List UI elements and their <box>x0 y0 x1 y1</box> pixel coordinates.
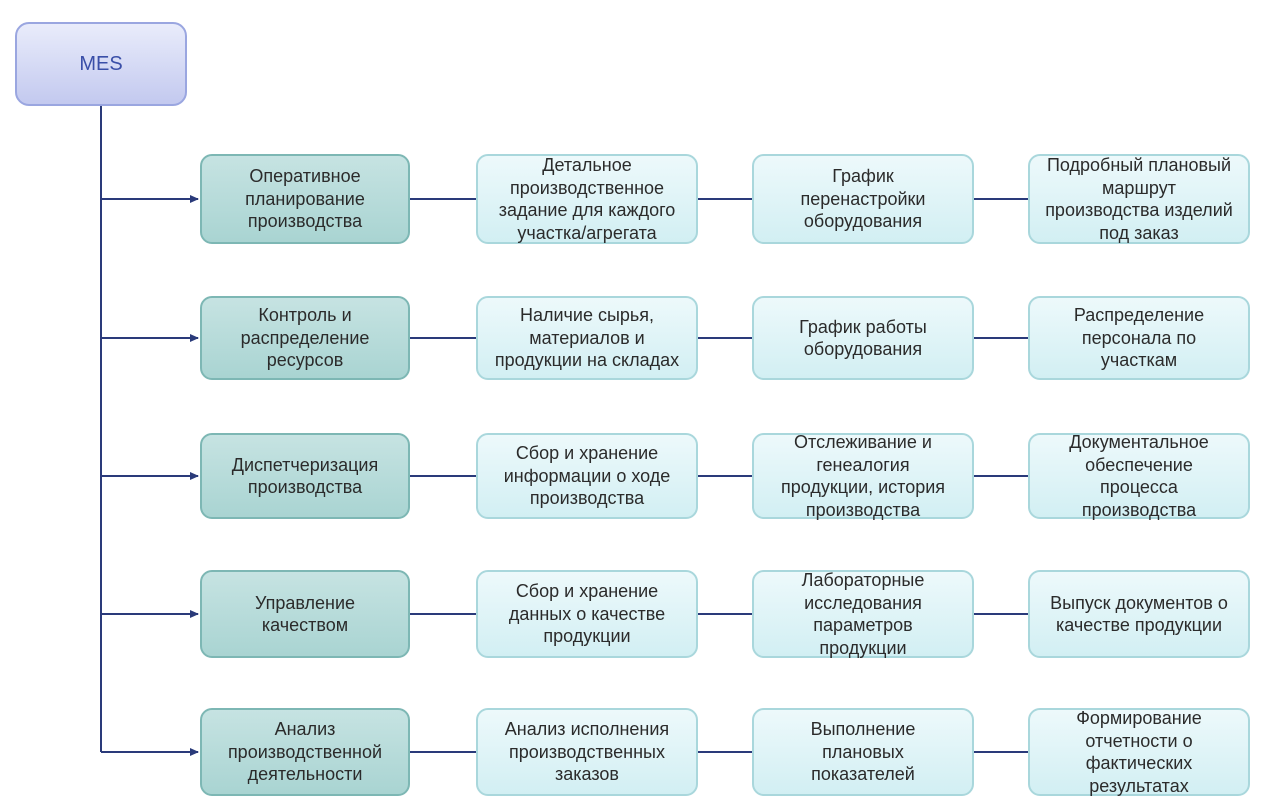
child-node: Выполнение плановых показателей <box>752 708 974 796</box>
connector-layer <box>0 0 1280 812</box>
child-node: График перенастройки оборудования <box>752 154 974 244</box>
child-node: Детальное производственное задание для к… <box>476 154 698 244</box>
root-node: MES <box>15 22 187 106</box>
child-node: Сбор и хранение данных о качестве продук… <box>476 570 698 658</box>
child-node: Формирование отчетности о фактических ре… <box>1028 708 1250 796</box>
child-node: Выпуск документов о качестве продукции <box>1028 570 1250 658</box>
child-node: График работы оборудования <box>752 296 974 380</box>
category-node: Оперативное планирование производства <box>200 154 410 244</box>
child-node: Распределение персонала по участкам <box>1028 296 1250 380</box>
category-node: Диспетчеризация производства <box>200 433 410 519</box>
child-node: Лабораторные исследования параметров про… <box>752 570 974 658</box>
child-node: Отслеживание и генеалогия продукции, ист… <box>752 433 974 519</box>
category-node: Анализ производственной деятельности <box>200 708 410 796</box>
child-node: Наличие сырья, материалов и продукции на… <box>476 296 698 380</box>
child-node: Сбор и хранение информации о ходе произв… <box>476 433 698 519</box>
category-node: Управление качеством <box>200 570 410 658</box>
child-node: Анализ исполнения производственных заказ… <box>476 708 698 796</box>
child-node: Документальное обеспечение процесса прои… <box>1028 433 1250 519</box>
child-node: Подробный плановый маршрут производства … <box>1028 154 1250 244</box>
category-node: Контроль и распределение ресурсов <box>200 296 410 380</box>
